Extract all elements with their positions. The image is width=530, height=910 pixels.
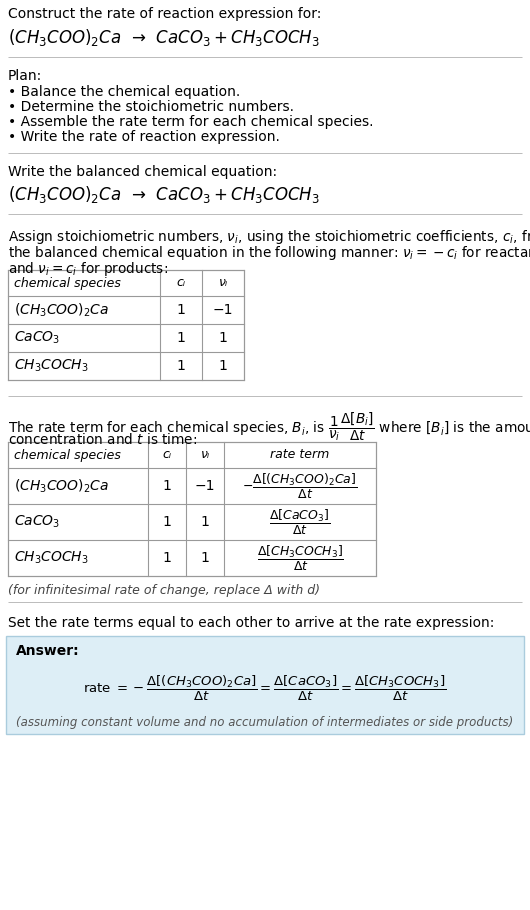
Text: 1: 1 (218, 331, 227, 345)
Text: concentration and $t$ is time:: concentration and $t$ is time: (8, 432, 197, 447)
Text: 1: 1 (176, 303, 186, 317)
Text: cᵢ: cᵢ (162, 449, 172, 461)
Text: • Write the rate of reaction expression.: • Write the rate of reaction expression. (8, 130, 280, 144)
Text: −1: −1 (213, 303, 233, 317)
Text: chemical species: chemical species (14, 277, 121, 289)
Text: cᵢ: cᵢ (176, 277, 186, 289)
Text: • Assemble the rate term for each chemical species.: • Assemble the rate term for each chemic… (8, 115, 374, 129)
Text: νᵢ: νᵢ (218, 277, 227, 289)
Text: The rate term for each chemical species, $B_i$, is $\dfrac{1}{\nu_i}\dfrac{\Delt: The rate term for each chemical species,… (8, 410, 530, 442)
Bar (8, 442, 376, 576)
Text: $(CH_3COO)_2Ca$  →  $CaCO_3 + CH_3COCH_3$: $(CH_3COO)_2Ca$ → $CaCO_3 + CH_3COCH_3$ (8, 27, 320, 48)
Text: chemical species: chemical species (14, 449, 121, 461)
Text: rate term: rate term (270, 449, 330, 461)
Text: • Balance the chemical equation.: • Balance the chemical equation. (8, 85, 240, 99)
Text: $CH_3COCH_3$: $CH_3COCH_3$ (14, 550, 89, 566)
Text: the balanced chemical equation in the following manner: $\nu_i = -c_i$ for react: the balanced chemical equation in the fo… (8, 244, 530, 262)
Text: $\dfrac{\Delta[CH_3COCH_3]}{\Delta t}$: $\dfrac{\Delta[CH_3COCH_3]}{\Delta t}$ (257, 543, 343, 572)
Bar (8, 270, 244, 380)
Text: (for infinitesimal rate of change, replace Δ with d): (for infinitesimal rate of change, repla… (8, 584, 320, 597)
Text: $(CH_3COO)_2Ca$: $(CH_3COO)_2Ca$ (14, 301, 109, 318)
Text: 1: 1 (200, 551, 209, 565)
Text: 1: 1 (218, 359, 227, 373)
Text: $\dfrac{\Delta[CaCO_3]}{\Delta t}$: $\dfrac{\Delta[CaCO_3]}{\Delta t}$ (269, 508, 331, 537)
Text: −1: −1 (195, 479, 215, 493)
FancyBboxPatch shape (6, 636, 524, 734)
Text: $(CH_3COO)_2Ca$  →  $CaCO_3 + CH_3COCH_3$: $(CH_3COO)_2Ca$ → $CaCO_3 + CH_3COCH_3$ (8, 184, 320, 205)
Text: rate $= -\dfrac{\Delta[(CH_3COO)_2Ca]}{\Delta t} = \dfrac{\Delta[CaCO_3]}{\Delta: rate $= -\dfrac{\Delta[(CH_3COO)_2Ca]}{\… (83, 673, 447, 703)
Text: 1: 1 (176, 331, 186, 345)
Text: Write the balanced chemical equation:: Write the balanced chemical equation: (8, 165, 277, 179)
Text: 1: 1 (176, 359, 186, 373)
Text: Answer:: Answer: (16, 644, 80, 658)
Text: 1: 1 (163, 479, 171, 493)
Text: $CaCO_3$: $CaCO_3$ (14, 514, 60, 531)
Text: (assuming constant volume and no accumulation of intermediates or side products): (assuming constant volume and no accumul… (16, 716, 513, 729)
Text: Construct the rate of reaction expression for:: Construct the rate of reaction expressio… (8, 7, 321, 21)
Text: and $\nu_i = c_i$ for products:: and $\nu_i = c_i$ for products: (8, 260, 168, 278)
Text: 1: 1 (163, 515, 171, 529)
Text: $-\dfrac{\Delta[(CH_3COO)_2Ca]}{\Delta t}$: $-\dfrac{\Delta[(CH_3COO)_2Ca]}{\Delta t… (242, 471, 358, 500)
Text: Set the rate terms equal to each other to arrive at the rate expression:: Set the rate terms equal to each other t… (8, 616, 494, 630)
Text: • Determine the stoichiometric numbers.: • Determine the stoichiometric numbers. (8, 100, 294, 114)
Text: Assign stoichiometric numbers, $\nu_i$, using the stoichiometric coefficients, $: Assign stoichiometric numbers, $\nu_i$, … (8, 228, 530, 246)
Text: Plan:: Plan: (8, 69, 42, 83)
Text: $CaCO_3$: $CaCO_3$ (14, 329, 60, 346)
Text: $(CH_3COO)_2Ca$: $(CH_3COO)_2Ca$ (14, 478, 109, 495)
Text: νᵢ: νᵢ (200, 449, 210, 461)
Text: 1: 1 (163, 551, 171, 565)
Text: $CH_3COCH_3$: $CH_3COCH_3$ (14, 358, 89, 374)
Text: 1: 1 (200, 515, 209, 529)
